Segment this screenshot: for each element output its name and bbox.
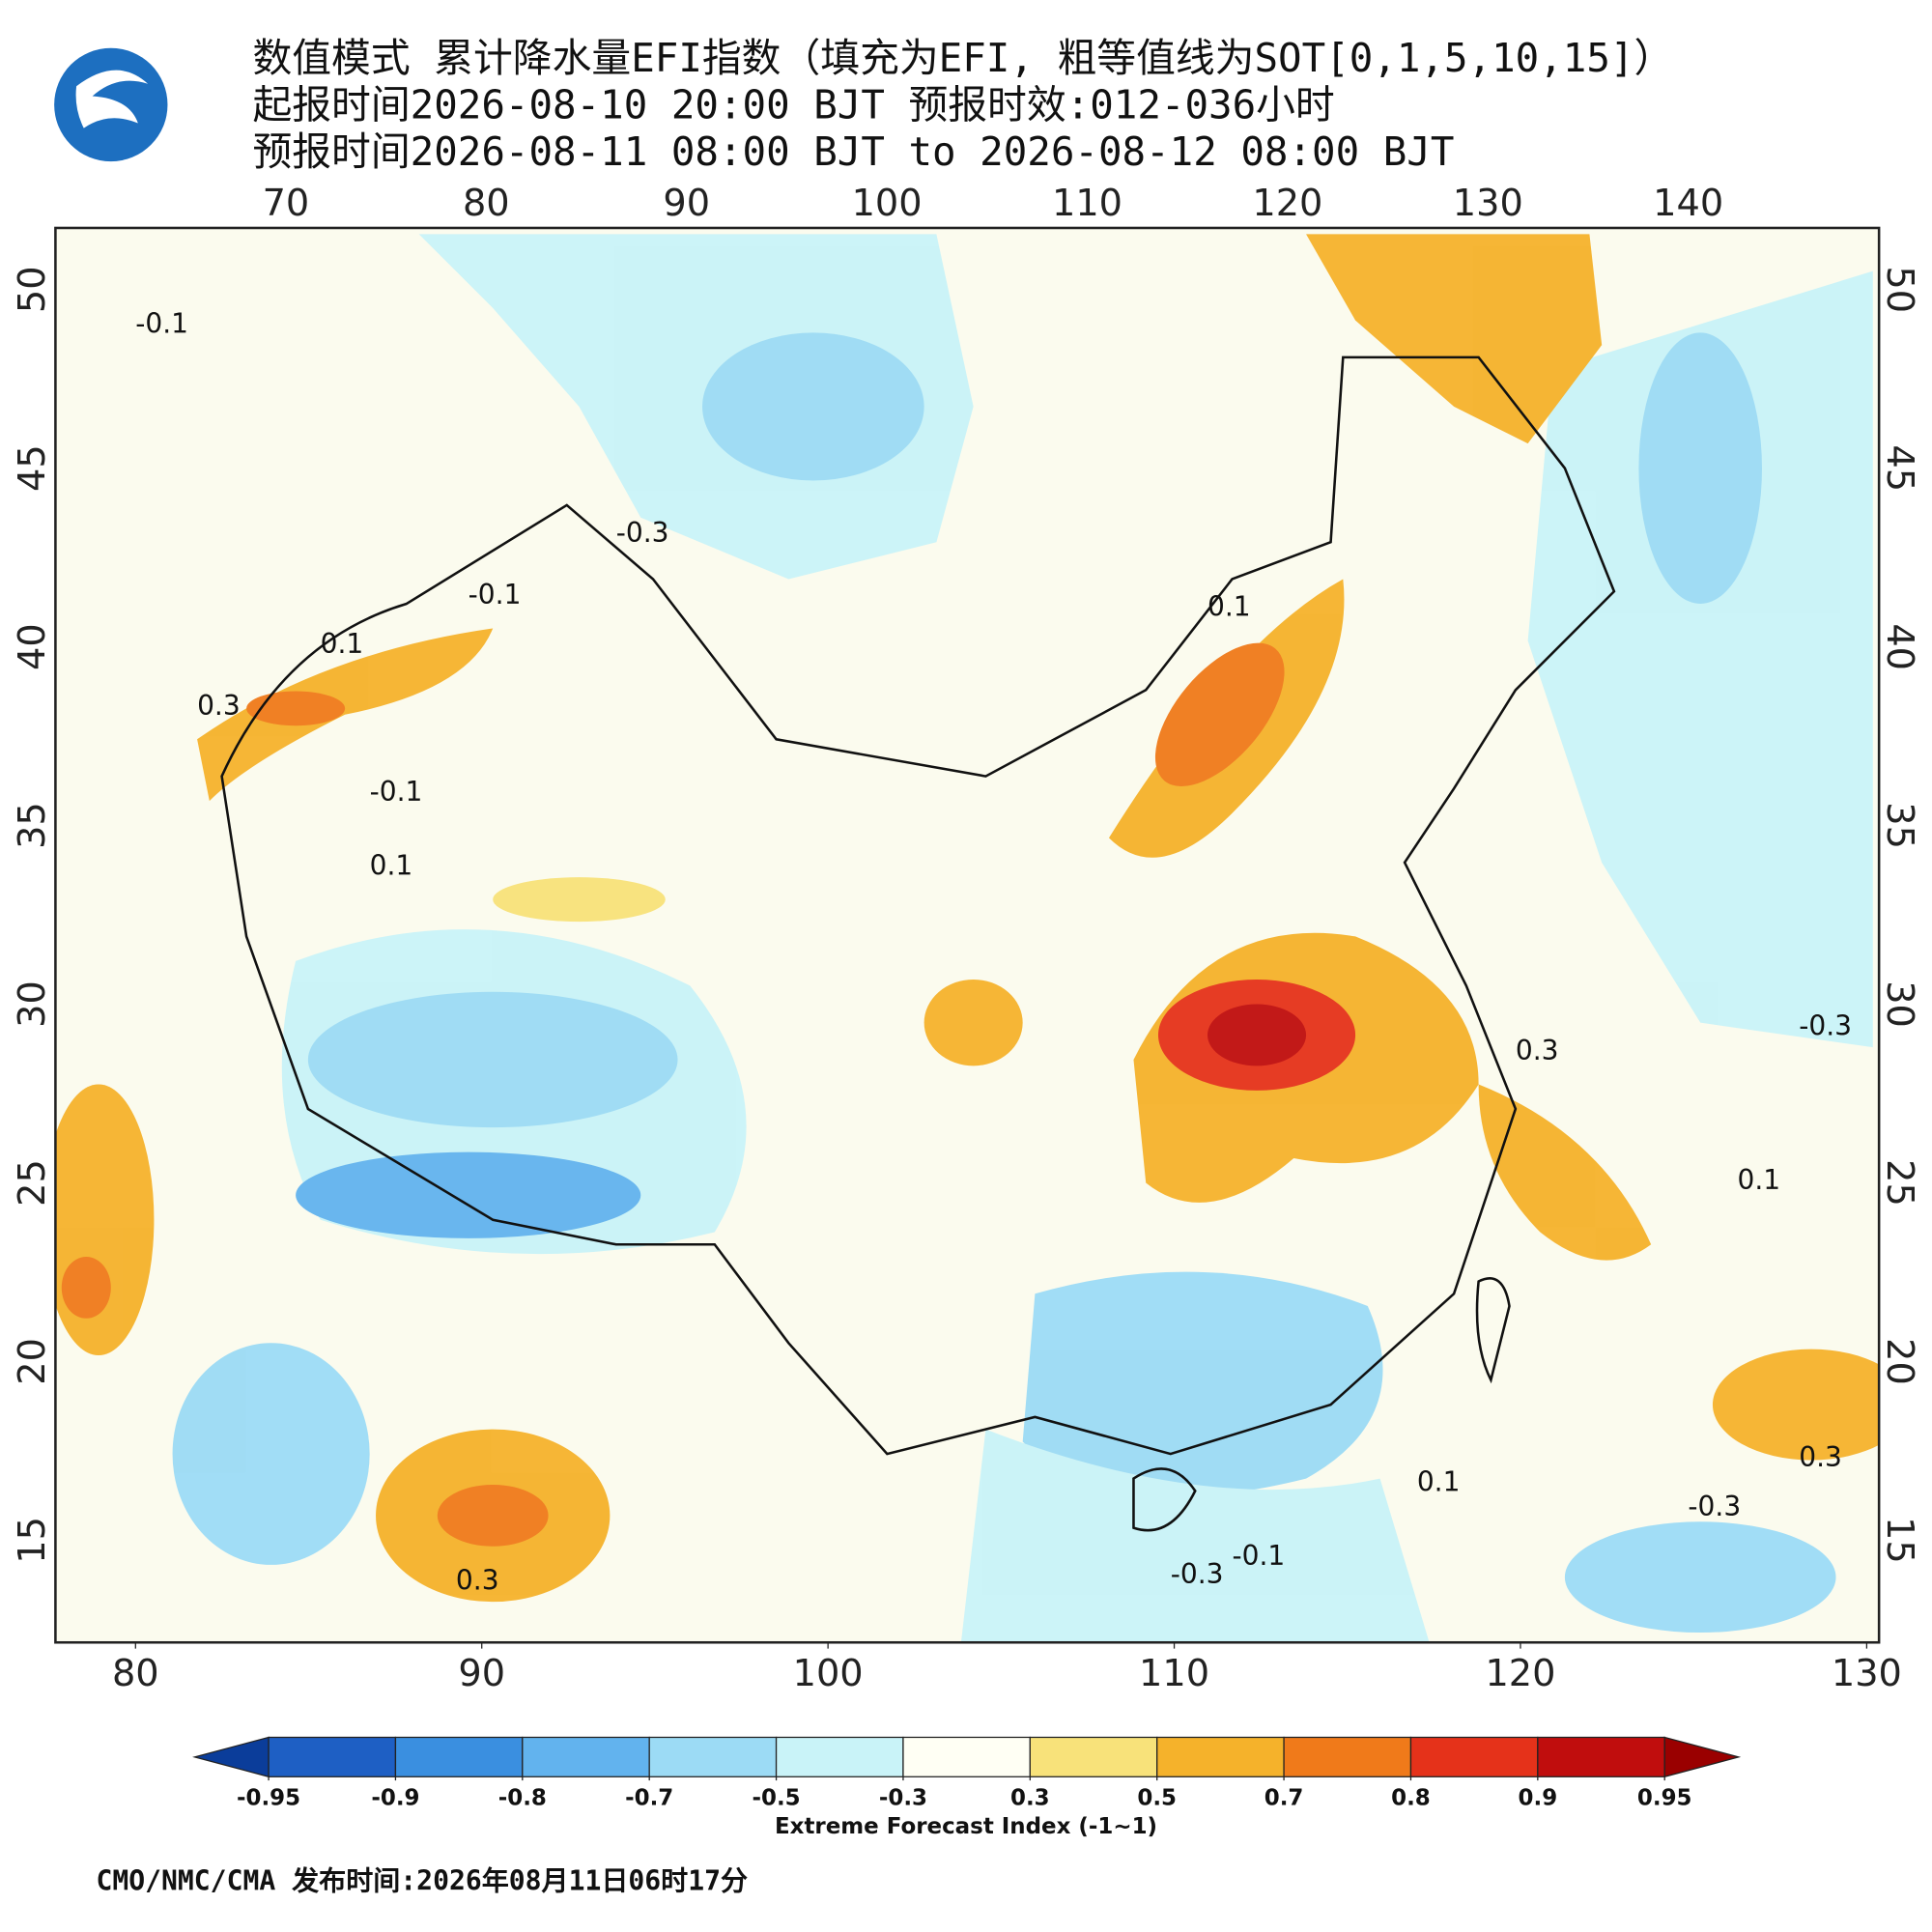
footer: CMO/NMC/CMA 发布时间:2026年08月11日06时17分 (96, 1865, 748, 1897)
colorbar-box (902, 1736, 1031, 1777)
colorbar-label: 0.95 (1637, 1786, 1692, 1811)
colorbar-end (192, 1736, 270, 1778)
logo (54, 47, 168, 162)
colorbar-box (775, 1736, 904, 1777)
map-area (55, 227, 1880, 1643)
map-frame (54, 226, 1881, 1644)
lat-label-right: 25 (1878, 1159, 1921, 1207)
lon-label-bottom: 120 (1485, 1652, 1555, 1695)
island (1132, 1277, 1511, 1532)
lat-label-left: 30 (11, 980, 54, 1028)
lon-label-top: 90 (663, 182, 710, 225)
lat-label-right: 50 (1878, 266, 1921, 313)
lon-label-top: 140 (1653, 182, 1723, 225)
contour-label: 0.3 (197, 690, 241, 722)
colorbar: -0.95 -0.9 -0.8 -0.7 -0.5 -0.3 0.3 0.5 0.7 0.8 0.9… (192, 1736, 1742, 1811)
colorbar-label: 0.8 (1391, 1786, 1431, 1811)
colorbar-box (522, 1736, 650, 1777)
contour-label: -0.3 (1171, 1558, 1224, 1590)
colorbar-label: 0.9 (1519, 1786, 1558, 1811)
contour-label: -0.1 (469, 579, 522, 611)
colorbar-box (1156, 1736, 1285, 1777)
lat-label-left: 20 (11, 1338, 54, 1385)
colorbar-label: -0.5 (752, 1786, 800, 1811)
lon-label-top: 80 (463, 182, 510, 225)
lon-label-top: 110 (1052, 182, 1122, 225)
colorbar-label: 0.5 (1137, 1786, 1177, 1811)
colorbar-box (1029, 1736, 1158, 1777)
colorbar-box (648, 1736, 778, 1777)
lat-label-right: 15 (1878, 1517, 1921, 1564)
lat-label-right: 35 (1878, 802, 1921, 849)
contour-label: -0.3 (616, 517, 669, 549)
colorbar-label: -0.9 (371, 1786, 419, 1811)
colorbar-title: Extreme Forecast Index (-1~1) (775, 1814, 1157, 1839)
colorbar-box (1537, 1736, 1665, 1777)
lon-label-bottom: 80 (112, 1652, 159, 1695)
colorbar-label: 0.7 (1264, 1786, 1304, 1811)
lon-label-top: 130 (1453, 182, 1523, 225)
lat-label-right: 40 (1878, 623, 1921, 670)
colorbar-label: -0.7 (625, 1786, 673, 1811)
lat-label-right: 45 (1878, 444, 1921, 492)
lat-label-left: 25 (11, 1159, 54, 1207)
lat-label-left: 45 (11, 444, 54, 492)
colorbar-label: 0.3 (1010, 1786, 1050, 1811)
colorbar-box (1283, 1736, 1412, 1777)
country-border (220, 355, 1616, 1456)
contour-label: 0.1 (1737, 1164, 1780, 1196)
title-line: 起报时间2026-08-10 20:00 BJT 预报时效:012-036小时 (252, 81, 1334, 128)
lat-label-right: 30 (1878, 980, 1921, 1028)
lon-label-top: 100 (852, 182, 923, 225)
colorbar-label: -0.8 (498, 1786, 547, 1811)
contour-label: 0.1 (1208, 591, 1251, 623)
contour-label: -0.3 (1688, 1491, 1741, 1522)
lon-label-bottom: 130 (1832, 1652, 1902, 1695)
lon-label-bottom: 110 (1139, 1652, 1209, 1695)
contour-label: -0.1 (135, 307, 188, 339)
lat-label-left: 35 (11, 802, 54, 849)
contour-label: -0.1 (370, 776, 423, 808)
contour-label: 0.3 (1799, 1441, 1842, 1473)
lon-label-bottom: 100 (793, 1652, 864, 1695)
lat-label-right: 20 (1878, 1338, 1921, 1385)
lon-label-top: 70 (263, 182, 310, 225)
title-line: 数值模式 累计降水量EFI指数（填充为EFI, 粗等值线为SOT[0,1,5,1… (252, 35, 1673, 81)
contour-label: -0.3 (1799, 1009, 1852, 1041)
colorbar-end (1663, 1736, 1742, 1778)
contour-label: 0.1 (321, 628, 364, 660)
contour-label: -0.1 (1233, 1540, 1286, 1572)
title-line: 预报时间2026-08-11 08:00 BJT to 2026-08-12 0… (252, 128, 1454, 175)
contour-label: 0.1 (370, 850, 413, 882)
colorbar-box (394, 1736, 524, 1777)
colorbar-label: -0.95 (237, 1786, 300, 1811)
lat-label-left: 15 (11, 1517, 54, 1564)
colorbar-box (268, 1736, 397, 1777)
contour-label: 0.1 (1417, 1465, 1461, 1497)
lat-label-left: 50 (11, 266, 54, 313)
efi-shading (55, 234, 1880, 1643)
lon-label-top: 120 (1252, 182, 1322, 225)
colorbar-box (1409, 1736, 1539, 1777)
colorbar-label: -0.3 (879, 1786, 927, 1811)
contour-label: 0.3 (456, 1564, 499, 1596)
contour-label: 0.3 (1516, 1035, 1559, 1066)
lat-label-left: 40 (11, 623, 54, 670)
lon-label-bottom: 90 (458, 1652, 505, 1695)
